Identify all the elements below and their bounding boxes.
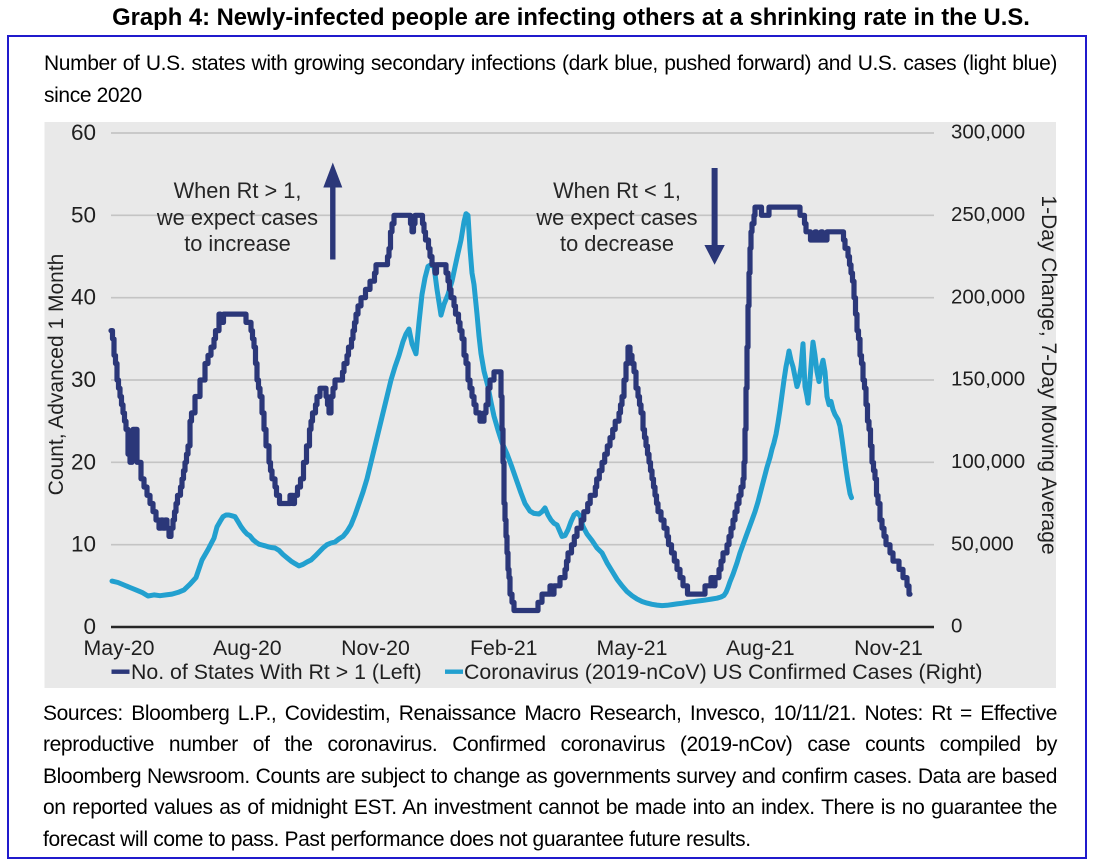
svg-text:100,000: 100,000 [951, 450, 1025, 473]
svg-text:50: 50 [71, 202, 96, 227]
svg-text:20: 20 [71, 449, 96, 474]
svg-text:150,000: 150,000 [951, 368, 1025, 391]
svg-text:we expect cases: we expect cases [535, 205, 697, 230]
svg-text:May-21: May-21 [596, 636, 667, 660]
svg-text:No. of States With Rt > 1 (Lef: No. of States With Rt > 1 (Left) [131, 660, 422, 684]
svg-text:Aug-21: Aug-21 [726, 636, 795, 660]
svg-text:300,000: 300,000 [951, 121, 1025, 144]
svg-text:to increase: to increase [184, 231, 291, 256]
svg-text:Aug-20: Aug-20 [213, 636, 282, 660]
svg-text:50,000: 50,000 [951, 532, 1014, 555]
svg-text:10: 10 [71, 532, 96, 557]
svg-text:Coronavirus (2019-nCoV) US Con: Coronavirus (2019-nCoV) US Confirmed Cas… [464, 660, 982, 684]
svg-text:Nov-21: Nov-21 [854, 636, 923, 660]
svg-text:May-20: May-20 [83, 636, 154, 660]
svg-text:60: 60 [71, 120, 96, 145]
svg-text:Feb-21: Feb-21 [470, 636, 537, 660]
svg-text:0: 0 [951, 615, 962, 638]
svg-text:1-Day Change, 7-Day Moving Ave: 1-Day Change, 7-Day Moving Average [1037, 195, 1060, 554]
svg-text:When Rt > 1,: When Rt > 1, [174, 178, 302, 203]
svg-text:40: 40 [71, 285, 96, 310]
svg-text:250,000: 250,000 [951, 203, 1025, 226]
svg-text:0: 0 [83, 614, 96, 639]
svg-text:Count, Advanced 1 Month: Count, Advanced 1 Month [45, 254, 68, 496]
svg-text:When Rt < 1,: When Rt < 1, [553, 178, 681, 203]
svg-text:we expect cases: we expect cases [156, 205, 318, 230]
svg-text:Nov-20: Nov-20 [341, 636, 410, 660]
svg-text:200,000: 200,000 [951, 285, 1025, 308]
svg-text:to decrease: to decrease [560, 231, 674, 256]
svg-text:30: 30 [71, 367, 96, 392]
